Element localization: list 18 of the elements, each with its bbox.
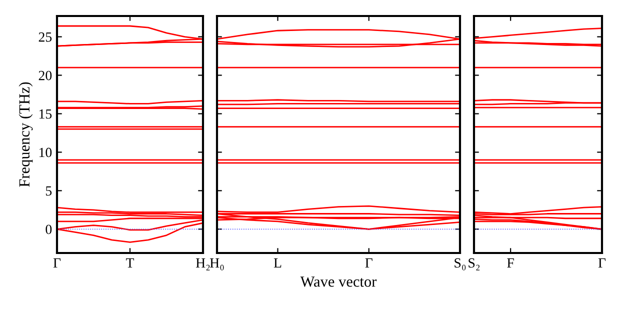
x-tick-label: S₀ [454,258,466,270]
x-tick-label: L [274,258,282,268]
x-tick-label: H₂ [196,258,210,270]
y-axis-title: Frequency (THz) [18,82,33,187]
x-tick-label: Γ [598,258,606,268]
x-tick-label: F [507,258,514,268]
x-tick-label: H₀ [210,258,224,270]
y-tick-label: 5 [46,186,52,196]
y-tick-label: 0 [46,224,52,234]
y-tick-label: 25 [38,32,52,42]
x-tick-label: Γ [53,258,61,268]
y-tick-label: 10 [39,148,52,158]
x-axis-title: Wave vector [300,276,377,287]
x-tick-label: S₂ [468,258,480,270]
y-tick-label: 15 [39,109,52,119]
x-tick-label: Γ [365,258,372,268]
y-tick-label: 20 [38,70,52,80]
x-tick-label: T [126,258,134,268]
